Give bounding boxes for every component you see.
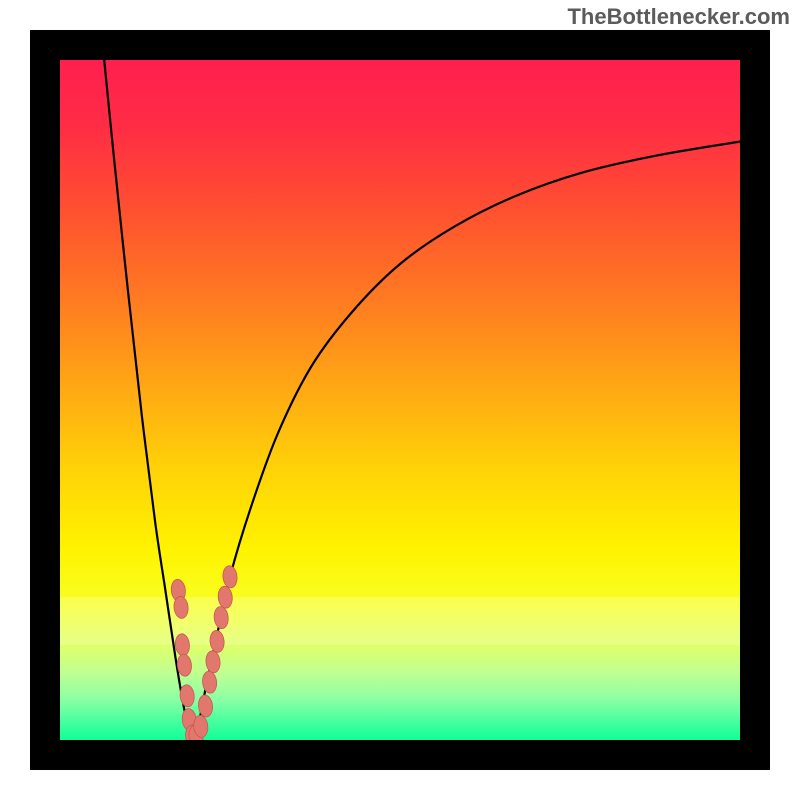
watermark-text: TheBottlenecker.com [567, 4, 790, 30]
chart-container: TheBottlenecker.com [0, 0, 800, 800]
chart-svg [0, 0, 800, 800]
plot-area [45, 45, 755, 755]
lighten-band [60, 597, 740, 645]
